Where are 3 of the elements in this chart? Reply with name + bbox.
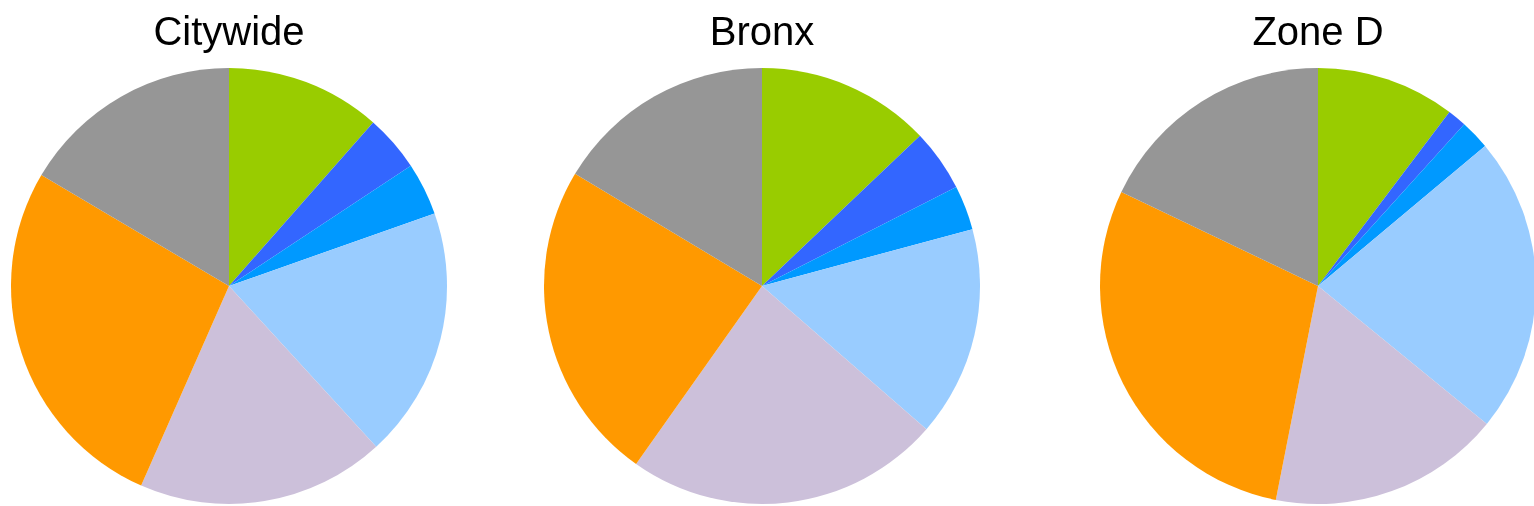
chart-title: Zone D	[1252, 9, 1384, 53]
chart-title: Bronx	[709, 9, 815, 53]
chart-title: Citywide	[153, 9, 305, 53]
